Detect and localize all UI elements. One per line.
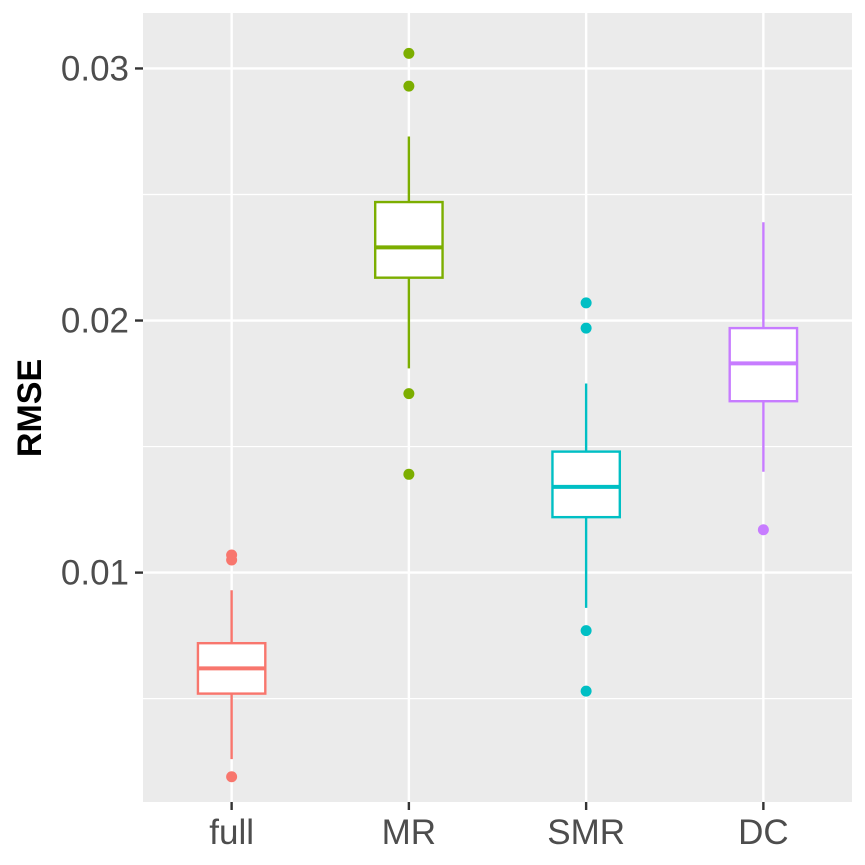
- box-iqr: [373, 200, 444, 279]
- y-axis-title: RMSE: [11, 359, 49, 457]
- box-group-mr: [373, 47, 444, 480]
- outlier-point: [403, 80, 415, 92]
- outlier-point: [403, 388, 415, 400]
- x-tick-label-dc: DC: [738, 813, 789, 852]
- outlier-point: [580, 322, 592, 334]
- x-tick-label-mr: MR: [382, 813, 436, 852]
- box-group-smr: [551, 297, 622, 697]
- outlier-point: [226, 771, 238, 783]
- axis-layer: 0.01 0.02 0.03 full MR SMR DC: [61, 49, 789, 852]
- outlier-point: [226, 549, 238, 561]
- y-tick-label: 0.03: [61, 49, 129, 88]
- y-tick-label: 0.02: [61, 302, 129, 341]
- outlier-point: [580, 685, 592, 697]
- outlier-point: [757, 524, 769, 536]
- outlier-point: [580, 297, 592, 309]
- box-layer: [196, 47, 799, 783]
- box-iqr: [551, 450, 622, 519]
- x-tick-label-smr: SMR: [547, 813, 625, 852]
- box-group-full: [196, 549, 267, 783]
- x-tick-label-full: full: [209, 813, 254, 852]
- outlier-point: [403, 47, 415, 59]
- box-group-dc: [728, 222, 799, 536]
- outlier-point: [403, 468, 415, 480]
- y-tick-label: 0.01: [61, 554, 129, 593]
- outlier-point: [580, 625, 592, 637]
